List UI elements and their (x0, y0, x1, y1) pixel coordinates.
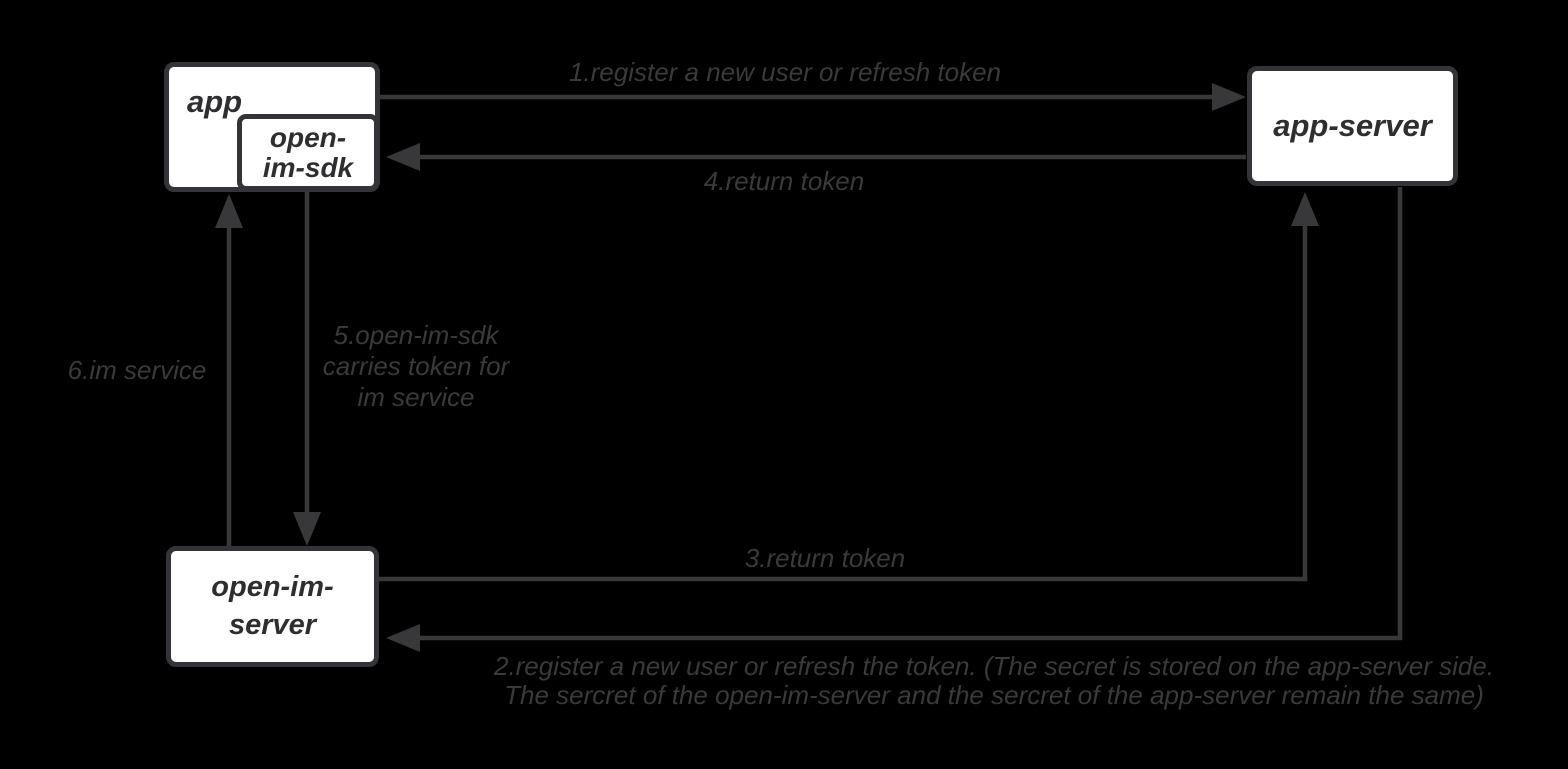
arrowhead-left-icon (386, 143, 420, 171)
node-open-im-sdk-label: open- im-sdk (262, 122, 354, 183)
edge-label-register-new-user: 1.register a new user or refresh token (568, 57, 1002, 87)
node-open-im-server: open-im- server (166, 546, 379, 667)
arrowhead-up-icon (1291, 192, 1319, 226)
edge-label-im-service: 6.im service (67, 355, 207, 385)
arrow-imservice-to-app (215, 194, 243, 546)
edge-label-register-secret: 2.register a new user or refresh the tok… (493, 651, 1495, 710)
edge-label-sdk-carries-token: 5.open-im-sdk carries token for im servi… (322, 320, 510, 412)
node-app-server: app-server (1247, 66, 1458, 186)
arrow-return-token-imserver-to-appserver (379, 192, 1319, 582)
arrow-register-appserver-to-imserver (386, 187, 1403, 652)
arrowhead-right-icon (1212, 83, 1246, 111)
arrow-register-app-to-appserver (380, 83, 1246, 111)
arrowhead-down-icon (293, 512, 321, 546)
node-app-label: app (187, 84, 243, 119)
arrow-sdk-to-imserver (293, 191, 321, 546)
arrowhead-up-icon (215, 194, 243, 228)
arrow-return-token-appserver-to-sdk (386, 143, 1246, 171)
node-app-server-label: app-server (1273, 108, 1432, 143)
edge-label-return-token-3: 3.return token (744, 543, 906, 573)
node-open-im-sdk: open- im-sdk (237, 114, 379, 191)
arrowhead-left-icon (386, 624, 420, 652)
node-open-im-server-label: open-im- server (211, 571, 334, 641)
edge-label-return-token-4: 4.return token (703, 166, 865, 196)
